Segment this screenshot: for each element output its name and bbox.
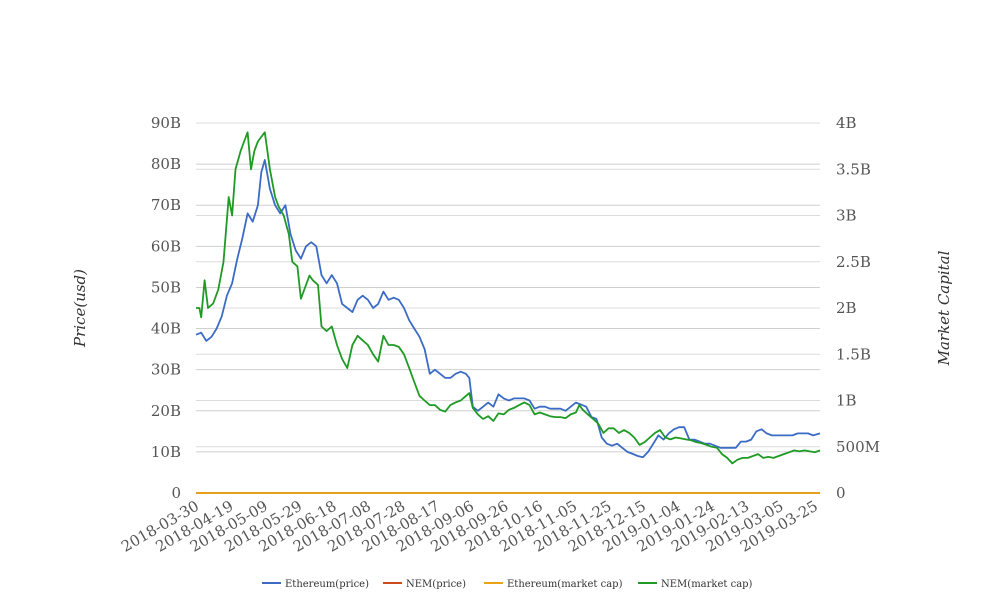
legend-label: Ethereum(price) — [285, 579, 369, 590]
y2-tick-label: 3.5B — [836, 160, 871, 178]
y2-tick-label: 2B — [836, 299, 857, 317]
y-tick-label: 40B — [151, 320, 181, 338]
y2-tick-label: 500M — [836, 438, 880, 456]
y-axis-left: 0 10B 20B 30B 40B 50B 60B 70B 80B 90B — [151, 114, 181, 502]
y2-tick-label: 1.5B — [836, 345, 871, 363]
legend-label: Ethereum(market cap) — [507, 579, 623, 590]
x-axis: 2018-03-302018-04-192018-05-092018-05-29… — [118, 497, 821, 556]
y2-tick-label: 0 — [836, 484, 846, 502]
y2-tick-label: 2.5B — [836, 253, 871, 271]
y-tick-label: 80B — [151, 155, 181, 173]
legend-label: NEM(market cap) — [661, 579, 753, 590]
y-tick-label: 30B — [151, 361, 181, 379]
y-tick-label: 50B — [151, 278, 181, 296]
legend-label: NEM(price) — [406, 579, 466, 590]
y-tick-label: 70B — [151, 196, 181, 214]
y2-tick-label: 3B — [836, 207, 857, 225]
grid-lines — [196, 122, 820, 494]
y2-tick-label: 4B — [836, 114, 857, 132]
y-axis-title: Price(usd) — [71, 269, 89, 348]
y-axis-right: 0 500M 1B 1.5B 2B 2.5B 3B 3.5B 4B — [836, 114, 880, 502]
series-line-nem-market-cap — [196, 131, 821, 465]
series-lines — [195, 131, 821, 494]
legend: Ethereum(price) NEM(price) Ethereum(market… — [262, 579, 753, 590]
y-tick-label: 20B — [151, 402, 181, 420]
y2-axis-title: Market Capital — [935, 250, 953, 366]
series-line-ethereum-price — [195, 159, 821, 459]
y-tick-label: 0 — [171, 484, 181, 502]
y-tick-label: 90B — [151, 114, 181, 132]
y-tick-label: 60B — [151, 237, 181, 255]
y-tick-label: 10B — [151, 443, 181, 461]
y2-tick-label: 1B — [836, 392, 857, 410]
